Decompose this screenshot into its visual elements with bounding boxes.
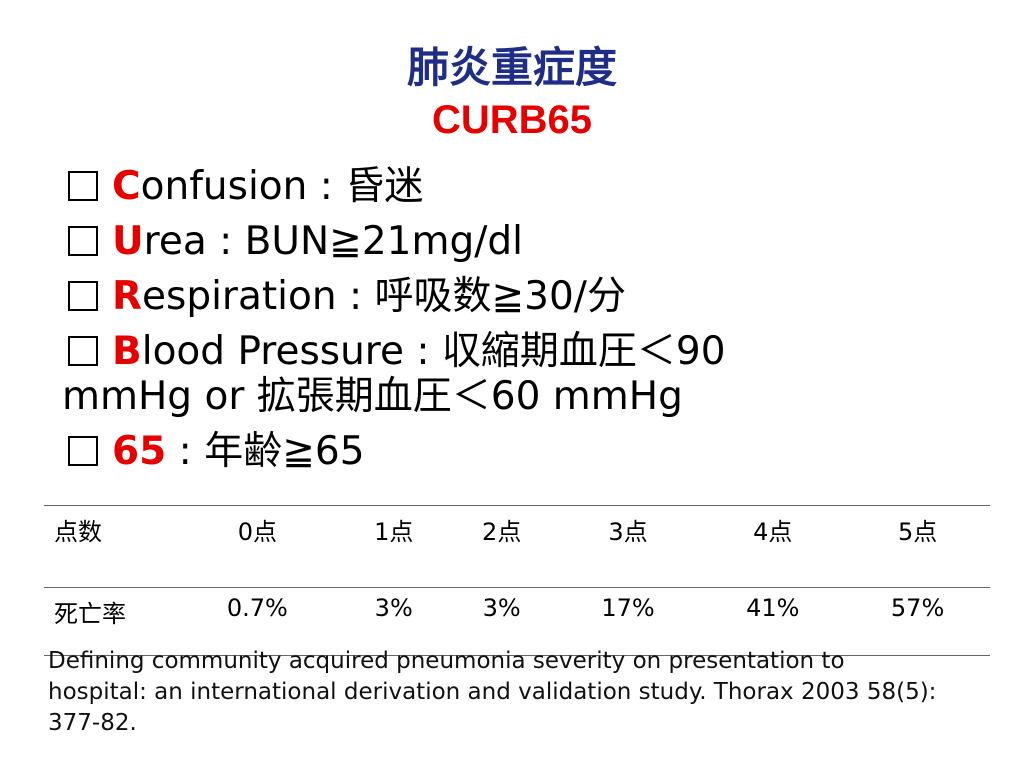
cell: 17%: [555, 587, 701, 656]
subtitle: CURB65: [431, 98, 593, 142]
criterion: Respiration : 呼吸数≧30/分: [62, 274, 852, 319]
cell: 死亡率: [44, 587, 175, 656]
criterion-initial: R: [112, 274, 143, 319]
cell: 0.7%: [175, 587, 340, 656]
criterion-text: onfusion : 昏迷: [140, 164, 424, 209]
cell: 41%: [700, 587, 846, 656]
checkbox: [68, 436, 98, 466]
cell: 57%: [845, 587, 990, 656]
header-cell: 3点: [555, 505, 701, 588]
criterion-initial: 65: [112, 429, 167, 474]
title: 肺炎重症度: [406, 43, 617, 92]
mortality-table: 点数 0点 1点 2点 3点 4点 5点 死亡率 0.7% 3% 3% 17% 41% 57%: [44, 505, 990, 656]
checkbox: [68, 171, 98, 201]
header-cell: 4点: [700, 505, 846, 588]
header-cell: 点数: [44, 505, 175, 588]
criterion: Urea : BUN≧21mg/dl: [62, 219, 852, 264]
cell: 3%: [339, 587, 448, 656]
criteria-list: Confusion : 昏迷 Urea : BUN≧21mg/dl Respirat…: [62, 164, 852, 484]
criterion-initial: U: [112, 219, 144, 264]
criterion-text: : 年齢≧65: [166, 429, 365, 474]
criterion: Blood Pressure : 収縮期血圧＜90 mmHg or 拡張期血圧＜…: [62, 329, 852, 419]
criterion: Confusion : 昏迷: [62, 164, 852, 209]
header-cell: 1点: [339, 505, 448, 588]
checkbox: [68, 281, 98, 311]
cell: 3%: [447, 587, 556, 656]
checkbox: [68, 336, 98, 366]
criterion-text: espiration : 呼吸数≧30/分: [142, 274, 626, 319]
table-row: 死亡率 0.7% 3% 3% 17% 41% 57%: [44, 587, 990, 656]
table-header-row: 点数 0点 1点 2点 3点 4点 5点: [44, 505, 990, 588]
citation: Defining community acquired pneumonia se…: [48, 648, 937, 736]
header-cell: 5点: [845, 505, 990, 588]
criterion-initial: B: [112, 329, 142, 374]
criterion-text: rea : BUN≧21mg/dl: [143, 219, 523, 264]
checkbox: [68, 226, 98, 256]
criterion-initial: C: [112, 164, 141, 209]
header-cell: 2点: [447, 505, 556, 588]
criterion-text: lood Pressure : 収縮期血圧＜90 mmHg or 拡張期血圧＜6…: [62, 329, 726, 419]
header-cell: 0点: [175, 505, 340, 588]
criterion: 65 : 年齢≧65: [62, 429, 852, 474]
